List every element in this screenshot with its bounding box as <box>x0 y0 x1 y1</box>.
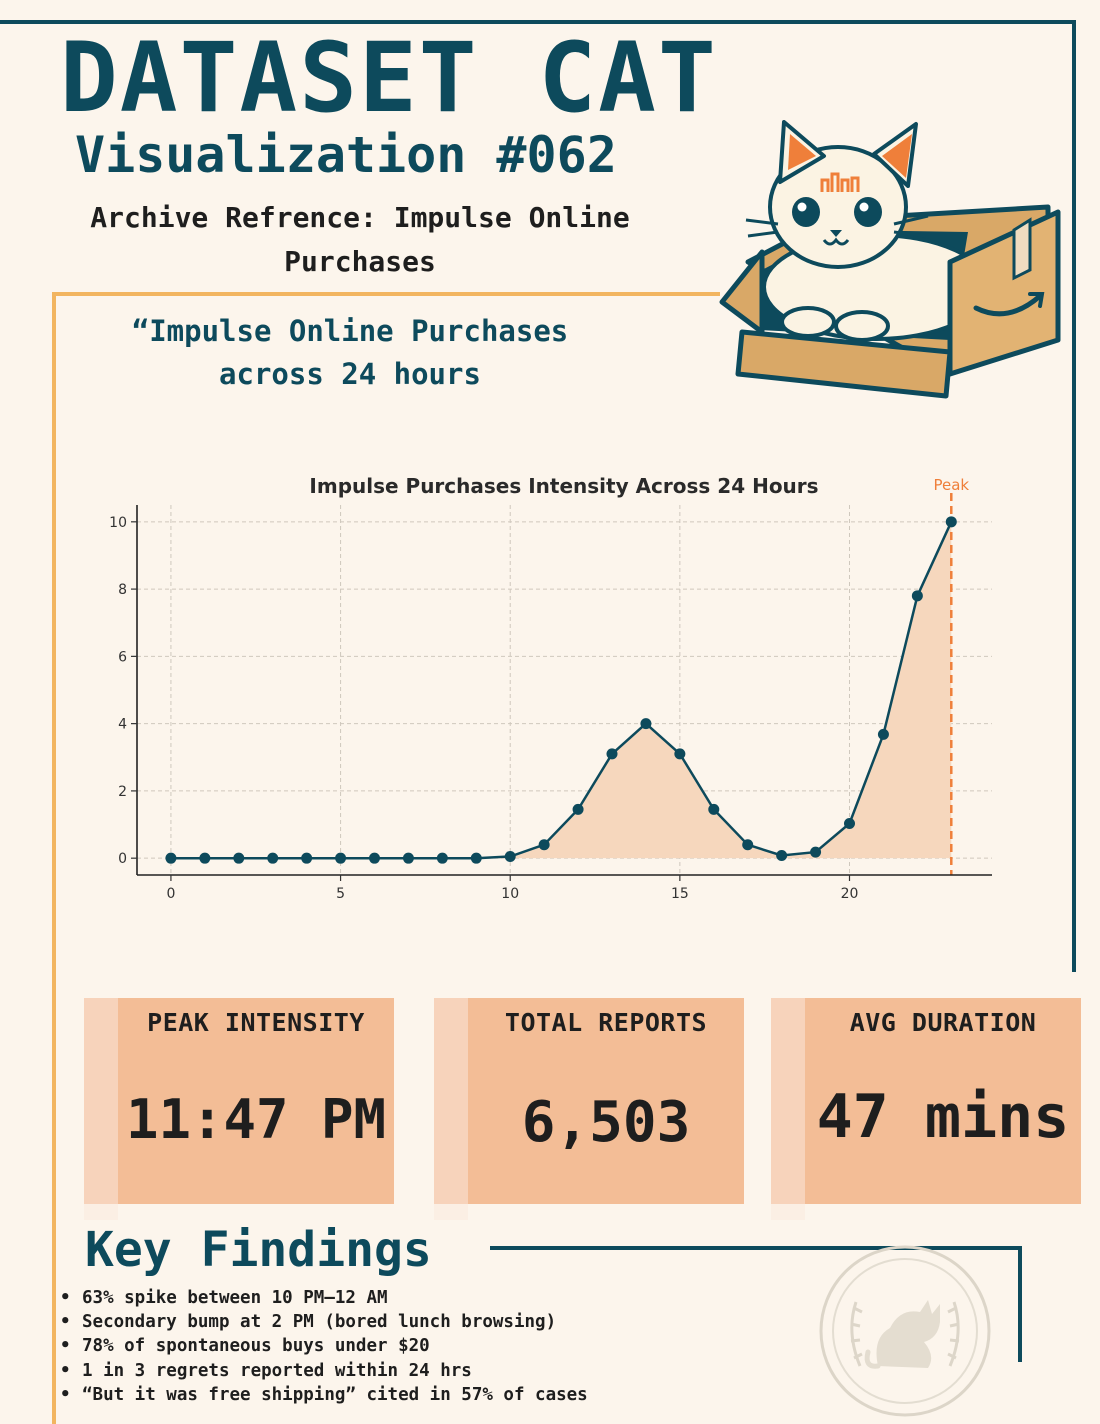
archive-reference: Archive Refrence: Impulse Online Purchas… <box>40 196 680 284</box>
key-findings-list: 63% spike between 10 PM–12 AM Secondary … <box>60 1286 588 1407</box>
data-point <box>810 846 822 858</box>
data-point <box>538 839 550 851</box>
line-chart: Impulse Purchases Intensity Across 24 Ho… <box>109 474 992 902</box>
stat-card-tab <box>434 1204 468 1220</box>
stat-value: 47 mins <box>816 1082 1070 1152</box>
y-tick-label: 6 <box>118 649 127 665</box>
key-findings-heading: Key Findings <box>85 1222 432 1278</box>
data-point <box>301 852 313 864</box>
finding-item: 1 in 3 regrets reported within 24 hrs <box>60 1359 588 1383</box>
chart-quote-line2: across 24 hours <box>219 357 481 391</box>
findings-divider <box>490 1246 1022 1250</box>
x-tick-label: 5 <box>336 886 345 902</box>
frame-orange-left <box>52 292 56 1424</box>
data-point <box>911 590 923 602</box>
chart-quote-line1: “Impulse Online Purchases <box>131 314 569 348</box>
stat-value: 6,503 <box>521 1090 691 1155</box>
data-point <box>199 852 211 864</box>
finding-item: Secondary bump at 2 PM (bored lunch brow… <box>60 1310 588 1334</box>
stat-label: AVG DURATION <box>849 1008 1037 1037</box>
chart-ticks: 0 5 10 15 20 0 2 4 6 8 10 <box>109 515 858 902</box>
y-tick-label: 2 <box>118 784 127 800</box>
x-tick-label: 20 <box>841 886 859 902</box>
y-tick-label: 8 <box>118 582 127 598</box>
chart-quote: “Impulse Online Purchases across 24 hour… <box>80 310 620 396</box>
frame-top-line <box>0 20 1076 24</box>
stat-card-strip <box>84 998 118 1204</box>
stat-card-strip <box>434 998 468 1204</box>
data-point <box>776 849 788 861</box>
archive-reference-line2: Purchases <box>284 245 436 278</box>
data-point <box>335 852 347 864</box>
data-point <box>470 852 482 864</box>
stat-card-strip <box>771 998 805 1204</box>
data-point <box>708 803 720 815</box>
data-point <box>369 852 380 864</box>
data-point <box>267 852 279 864</box>
archive-reference-line1: Archive Refrence: Impulse Online <box>90 201 630 234</box>
stat-card-tab <box>84 1204 118 1220</box>
data-point <box>877 728 889 740</box>
stat-card-tab <box>771 1204 805 1220</box>
data-point <box>572 803 584 815</box>
page-subtitle: Visualization #062 <box>75 126 617 184</box>
y-tick-label: 0 <box>118 851 127 867</box>
data-point <box>402 852 414 864</box>
data-point <box>674 748 686 760</box>
x-tick-label: 10 <box>501 886 519 902</box>
frame-orange-top <box>52 292 720 296</box>
data-point <box>945 516 957 528</box>
y-tick-label: 4 <box>118 717 127 733</box>
chart-points <box>165 516 957 864</box>
data-point <box>742 839 754 851</box>
chart-title: Impulse Purchases Intensity Across 24 Ho… <box>309 474 818 498</box>
stat-label: PEAK INTENSITY <box>147 1008 365 1037</box>
data-point <box>436 852 448 864</box>
stat-label: TOTAL REPORTS <box>504 1008 708 1037</box>
stat-value: 11:47 PM <box>125 1088 387 1151</box>
finding-item: 63% spike between 10 PM–12 AM <box>60 1286 588 1310</box>
data-point <box>844 818 855 830</box>
finding-item: “But it was free shipping” cited in 57% … <box>60 1383 588 1407</box>
stat-card-peak-intensity: PEAK INTENSITY 11:47 PM <box>84 998 394 1220</box>
page-title: DATASET CAT <box>60 22 718 134</box>
data-point <box>504 851 516 862</box>
frame-right-line <box>1072 20 1076 972</box>
y-tick-label: 10 <box>109 515 127 531</box>
data-point <box>233 852 245 864</box>
chart-area-fill <box>170 521 952 859</box>
stat-card-total-reports: TOTAL REPORTS 6,503 <box>434 998 744 1220</box>
cat-stamp-icon <box>819 1245 991 1417</box>
peak-label: Peak <box>933 476 969 494</box>
finding-item: 78% of spontaneous buys under $20 <box>60 1334 588 1358</box>
findings-right-line <box>1018 1246 1022 1362</box>
stat-card-avg-duration: AVG DURATION 47 mins <box>771 998 1081 1220</box>
data-point <box>640 718 652 730</box>
data-point <box>606 748 618 760</box>
chart-series-line <box>170 521 953 860</box>
data-point <box>165 852 177 864</box>
x-tick-label: 0 <box>166 886 175 902</box>
x-tick-label: 15 <box>671 886 689 902</box>
cat-in-box-illustration <box>719 120 1061 399</box>
